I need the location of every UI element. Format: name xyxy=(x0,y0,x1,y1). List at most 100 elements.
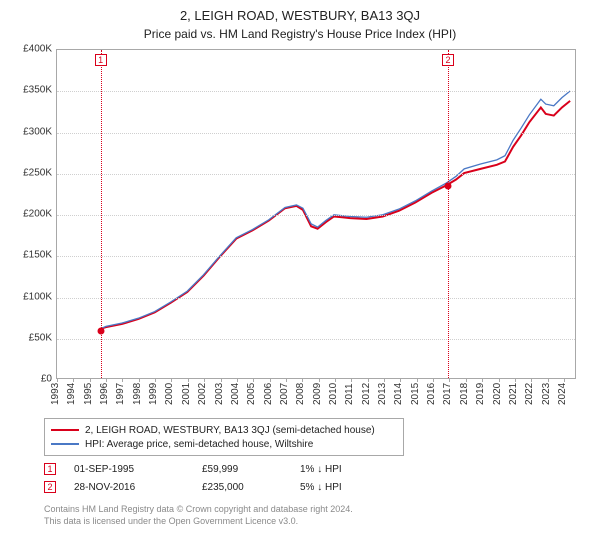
x-axis-label: 2023 xyxy=(541,383,553,409)
annotation-marker: 2 xyxy=(44,481,56,493)
chart-container: 2, LEIGH ROAD, WESTBURY, BA13 3QJ Price … xyxy=(0,0,600,560)
x-axis-label: 2009 xyxy=(312,383,324,409)
y-axis-label: £400K xyxy=(12,44,52,55)
annotation-date: 01-SEP-1995 xyxy=(74,464,184,475)
x-tick xyxy=(171,378,172,382)
x-axis-label: 2022 xyxy=(524,383,536,409)
x-axis-label: 2019 xyxy=(475,383,487,409)
x-axis-label: 2010 xyxy=(328,383,340,409)
x-tick xyxy=(253,378,254,382)
footer-line-1: Contains HM Land Registry data © Crown c… xyxy=(44,504,353,516)
annotation-delta: 1% ↓ HPI xyxy=(300,464,410,475)
chart-title: 2, LEIGH ROAD, WESTBURY, BA13 3QJ xyxy=(12,8,588,23)
annotation-row: 101-SEP-1995£59,9991% ↓ HPI xyxy=(44,460,410,478)
annotation-marker: 1 xyxy=(44,463,56,475)
x-tick xyxy=(286,378,287,382)
x-tick xyxy=(319,378,320,382)
gridline-h xyxy=(57,133,575,134)
x-axis-label: 2006 xyxy=(263,383,275,409)
gridline-h xyxy=(57,91,575,92)
x-tick xyxy=(548,378,549,382)
x-tick xyxy=(351,378,352,382)
x-axis-label: 2015 xyxy=(410,383,422,409)
x-axis-label: 1999 xyxy=(148,383,160,409)
marker-box: 2 xyxy=(442,54,454,66)
y-axis-label: £300K xyxy=(12,126,52,137)
x-tick xyxy=(122,378,123,382)
plot-region: 12 xyxy=(56,49,576,379)
chart-area: 12 £0£50K£100K£150K£200K£250K£300K£350K£… xyxy=(12,49,588,409)
annotation-price: £235,000 xyxy=(202,482,282,493)
x-tick xyxy=(106,378,107,382)
x-axis-label: 1996 xyxy=(99,383,111,409)
x-axis-label: 2018 xyxy=(459,383,471,409)
y-axis-label: £100K xyxy=(12,291,52,302)
x-tick xyxy=(237,378,238,382)
legend-label: 2, LEIGH ROAD, WESTBURY, BA13 3QJ (semi-… xyxy=(85,425,375,436)
x-tick xyxy=(73,378,74,382)
legend-label: HPI: Average price, semi-detached house,… xyxy=(85,439,313,450)
legend-row: 2, LEIGH ROAD, WESTBURY, BA13 3QJ (semi-… xyxy=(51,423,397,437)
x-tick xyxy=(384,378,385,382)
data-point-marker xyxy=(97,327,104,334)
series-line-hpi xyxy=(101,91,571,329)
x-tick xyxy=(57,378,58,382)
gridline-h xyxy=(57,298,575,299)
gridline-h xyxy=(57,256,575,257)
x-tick xyxy=(531,378,532,382)
x-tick xyxy=(204,378,205,382)
y-axis-label: £150K xyxy=(12,250,52,261)
y-axis-label: £50K xyxy=(12,332,52,343)
x-axis-label: 1994 xyxy=(66,383,78,409)
x-axis-label: 1995 xyxy=(83,383,95,409)
legend-swatch xyxy=(51,443,79,445)
legend-row: HPI: Average price, semi-detached house,… xyxy=(51,437,397,451)
x-tick xyxy=(466,378,467,382)
chart-subtitle: Price paid vs. HM Land Registry's House … xyxy=(12,27,588,41)
x-tick xyxy=(90,378,91,382)
chart-lines-svg xyxy=(57,50,575,378)
x-axis-label: 1993 xyxy=(50,383,62,409)
footer-attribution: Contains HM Land Registry data © Crown c… xyxy=(44,504,353,527)
x-axis-label: 2011 xyxy=(344,383,356,409)
x-tick xyxy=(433,378,434,382)
gridline-h xyxy=(57,174,575,175)
data-point-marker xyxy=(444,183,451,190)
x-tick xyxy=(515,378,516,382)
x-axis-label: 2003 xyxy=(214,383,226,409)
annotation-table: 101-SEP-1995£59,9991% ↓ HPI228-NOV-2016£… xyxy=(44,460,410,496)
y-axis-label: £200K xyxy=(12,209,52,220)
y-axis-label: £250K xyxy=(12,167,52,178)
x-tick xyxy=(400,378,401,382)
annotation-date: 28-NOV-2016 xyxy=(74,482,184,493)
y-axis-label: £0 xyxy=(12,374,52,385)
x-axis-label: 2000 xyxy=(164,383,176,409)
x-tick xyxy=(499,378,500,382)
footer-line-2: This data is licensed under the Open Gov… xyxy=(44,516,353,528)
x-axis-label: 2021 xyxy=(508,383,520,409)
x-axis-label: 2007 xyxy=(279,383,291,409)
legend-swatch xyxy=(51,429,79,431)
x-axis-label: 2014 xyxy=(393,383,405,409)
x-tick xyxy=(270,378,271,382)
x-axis-label: 2016 xyxy=(426,383,438,409)
x-tick xyxy=(139,378,140,382)
x-axis-label: 2024 xyxy=(557,383,569,409)
x-tick xyxy=(335,378,336,382)
marker-vline xyxy=(448,50,449,378)
annotation-row: 2 28-NOV-2016 £235,000 5% ↓ HPI xyxy=(44,478,410,496)
x-axis-label: 2005 xyxy=(246,383,258,409)
x-axis-label: 2012 xyxy=(361,383,373,409)
x-tick xyxy=(221,378,222,382)
y-axis-label: £350K xyxy=(12,85,52,96)
gridline-h xyxy=(57,215,575,216)
gridline-h xyxy=(57,339,575,340)
x-tick xyxy=(417,378,418,382)
annotation-delta: 5% ↓ HPI xyxy=(300,482,410,493)
x-axis-label: 2020 xyxy=(492,383,504,409)
x-axis-label: 2013 xyxy=(377,383,389,409)
x-tick xyxy=(188,378,189,382)
x-axis-label: 2001 xyxy=(181,383,193,409)
x-axis-label: 1997 xyxy=(115,383,127,409)
x-tick xyxy=(155,378,156,382)
